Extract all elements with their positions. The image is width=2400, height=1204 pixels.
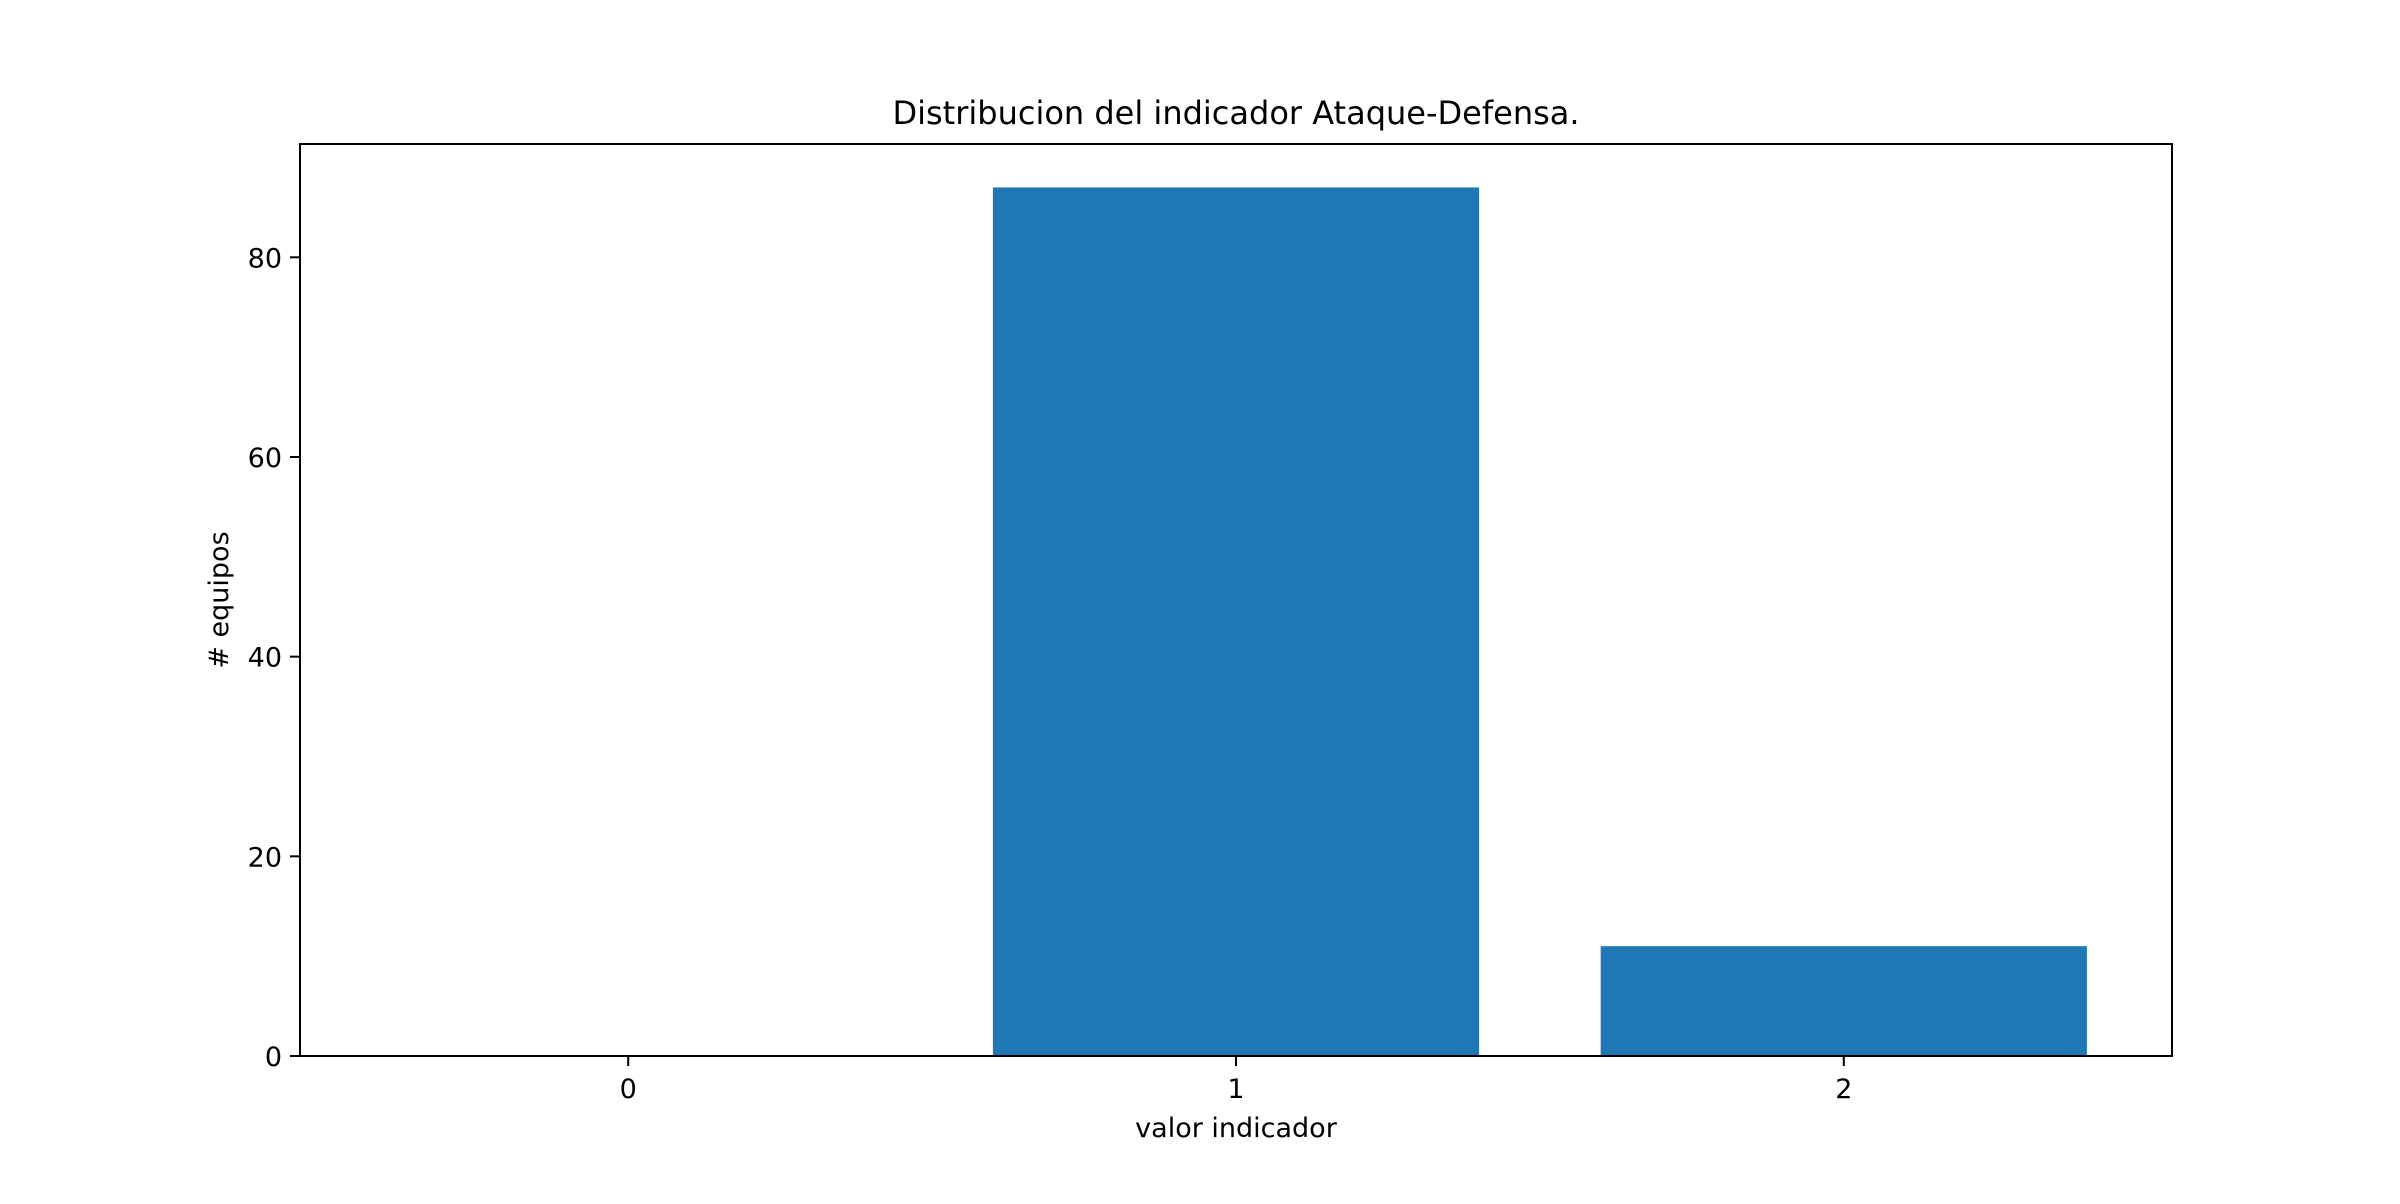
chart-title: Distribucion del indicador Ataque-Defens… [892,94,1579,132]
bars-group [992,187,2087,1056]
x-axis-ticks: 0 1 2 [620,1056,1852,1105]
bar-1 [992,187,1480,1056]
x-axis-label: valor indicador [1135,1113,1338,1144]
y-tick-label: 60 [248,443,282,474]
y-tick-label: 20 [248,842,282,873]
plot-frame [299,143,2173,1057]
y-axis-ticks: 0 20 40 60 80 [248,243,300,1073]
x-tick-label: 0 [620,1074,637,1105]
y-tick-label: 0 [265,1042,282,1073]
y-tick-label: 80 [248,243,282,274]
x-tick-label: 2 [1835,1074,1852,1105]
y-tick-label: 40 [248,643,282,674]
x-tick-label: 1 [1227,1074,1244,1105]
y-axis-label: # equipos [204,531,235,668]
bar-2 [1600,946,2087,1056]
